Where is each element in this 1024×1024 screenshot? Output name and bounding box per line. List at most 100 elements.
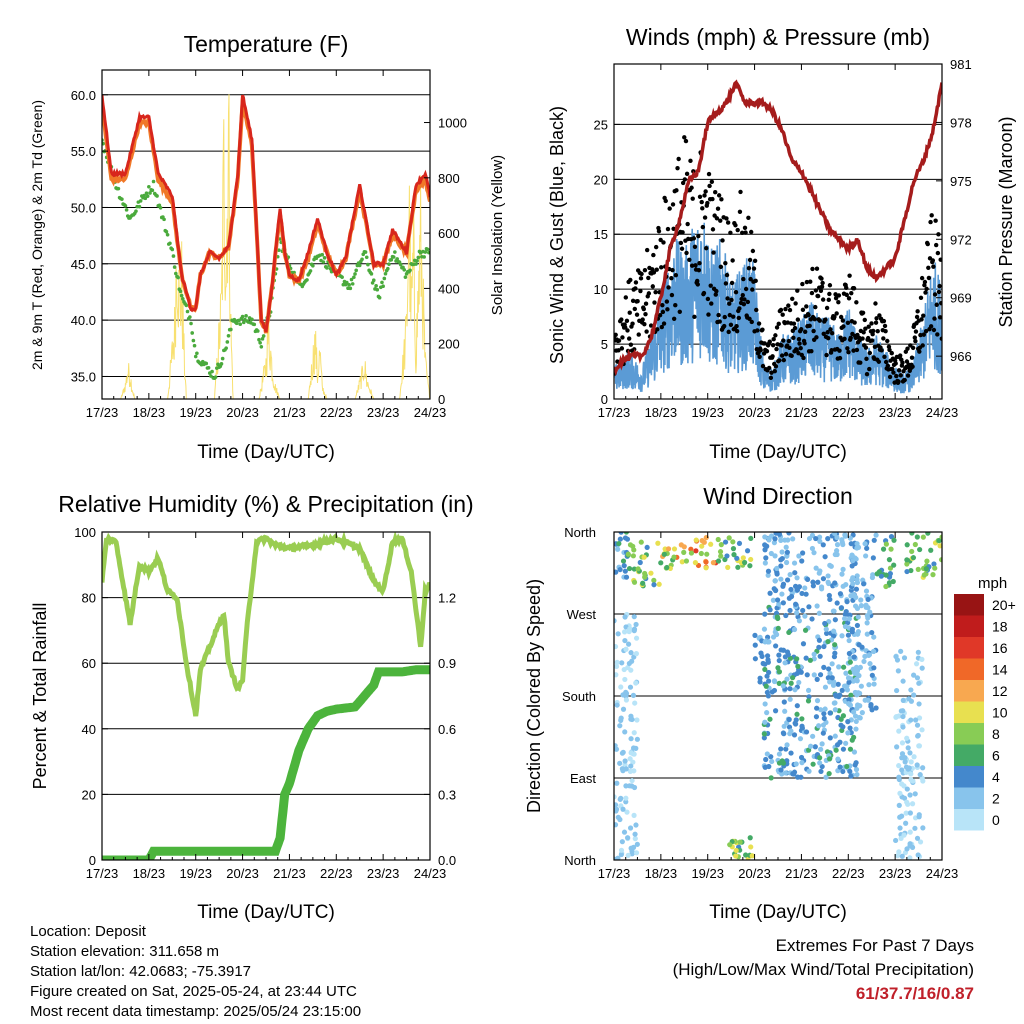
gust-point	[703, 189, 708, 194]
direction-point	[779, 549, 785, 555]
direction-point	[847, 768, 853, 774]
dewpoint-point	[164, 229, 169, 234]
direction-point	[853, 766, 860, 773]
dewpoint-point	[241, 320, 246, 325]
gust-point	[842, 336, 847, 342]
direction-point	[906, 696, 912, 702]
gust-point	[881, 318, 887, 324]
direction-point	[840, 541, 846, 548]
direction-point	[817, 760, 823, 766]
gust-point	[800, 307, 806, 313]
direction-point	[786, 532, 792, 536]
legend-swatch	[954, 744, 984, 766]
dewpoint-point	[387, 262, 391, 266]
direction-point	[839, 687, 845, 693]
gust-point	[869, 338, 875, 343]
gust-point	[869, 321, 874, 326]
gust-point	[882, 323, 888, 329]
gust-point	[633, 280, 639, 285]
gust-point	[750, 287, 755, 292]
dewpoint-point	[134, 209, 138, 213]
winds-x-ticks: 17/23 18/23 19/23 20/23 21/23 22/23 23/23 24/23	[598, 64, 958, 420]
direction-point	[715, 558, 722, 564]
temperature-y-ticks: 35.0 40.0 45.0 50.0 55.0 60.0	[71, 88, 108, 384]
direction-point	[837, 739, 843, 745]
direction-point	[888, 546, 894, 552]
direction-point	[775, 625, 781, 631]
direction-point	[820, 576, 827, 582]
gust-point	[937, 315, 942, 320]
direction-point	[914, 675, 921, 681]
direction-point	[631, 730, 637, 736]
winds-title: Winds (mph) & Pressure (mb)	[626, 24, 930, 50]
gust-point	[883, 359, 889, 365]
gust-point	[643, 301, 649, 306]
gust-point	[780, 312, 785, 317]
direction-point	[614, 802, 619, 808]
dewpoint-point	[184, 303, 189, 308]
direction-point	[764, 543, 770, 549]
dewpoint-point	[381, 284, 385, 289]
gust-point	[928, 324, 934, 329]
direction-point	[834, 534, 840, 541]
solar-insolation-line	[102, 94, 430, 399]
humidity-line	[102, 532, 430, 717]
gust-point	[905, 346, 910, 351]
x-tick-label: 20/23	[226, 866, 259, 881]
direction-point	[871, 665, 877, 671]
gust-point	[711, 250, 716, 255]
gust-point	[896, 379, 901, 384]
gust-point	[713, 190, 718, 195]
direction-point	[817, 672, 824, 678]
direction-point	[651, 577, 657, 583]
direction-point	[888, 534, 895, 540]
gust-point	[844, 292, 849, 298]
gust-point	[682, 135, 687, 140]
dewpoint-point	[325, 266, 329, 270]
gust-point	[671, 316, 677, 321]
dewpoint-point	[423, 250, 428, 254]
direction-point	[794, 610, 800, 616]
gust-point	[846, 349, 851, 355]
direction-point	[664, 564, 670, 571]
direction-point	[773, 532, 779, 536]
direction-point	[907, 792, 913, 798]
y-tick-label: 15	[594, 227, 608, 242]
direction-point	[791, 732, 798, 738]
gust-point	[639, 271, 644, 277]
gust-point	[804, 279, 810, 285]
direction-point	[834, 542, 841, 548]
direction-point	[764, 751, 770, 757]
humidity-series	[102, 532, 430, 860]
direction-point	[863, 588, 870, 594]
gust-point	[815, 293, 821, 299]
gust-point	[921, 332, 927, 337]
direction-point	[931, 561, 937, 567]
humidity-y-ticks: 0 20 40 60 80 100	[74, 525, 108, 868]
gust-point	[932, 292, 938, 297]
direction-points	[614, 532, 942, 860]
direction-point	[840, 566, 846, 572]
direction-point	[816, 723, 822, 729]
gust-point	[659, 265, 664, 270]
direction-point	[864, 631, 870, 637]
gust-point	[643, 311, 648, 317]
humidity-x-ticks: 17/23 18/23 19/23 20/23 21/23 22/23 23/23 24/23	[86, 532, 446, 881]
direction-point	[788, 586, 794, 593]
gust-point	[727, 301, 732, 306]
gust-point	[779, 343, 784, 348]
direction-point	[924, 558, 930, 564]
direction-point	[618, 847, 625, 853]
direction-point	[845, 730, 851, 736]
y-tick-label: North	[564, 853, 596, 868]
direction-point	[909, 548, 915, 555]
direction-point	[624, 809, 630, 815]
gust-point	[669, 276, 674, 281]
gust-point	[706, 312, 711, 317]
direction-point	[910, 555, 917, 561]
x-tick-label: 18/23	[645, 866, 678, 881]
gust-point	[804, 304, 809, 309]
direction-point	[857, 664, 863, 671]
direction-point	[890, 578, 896, 585]
